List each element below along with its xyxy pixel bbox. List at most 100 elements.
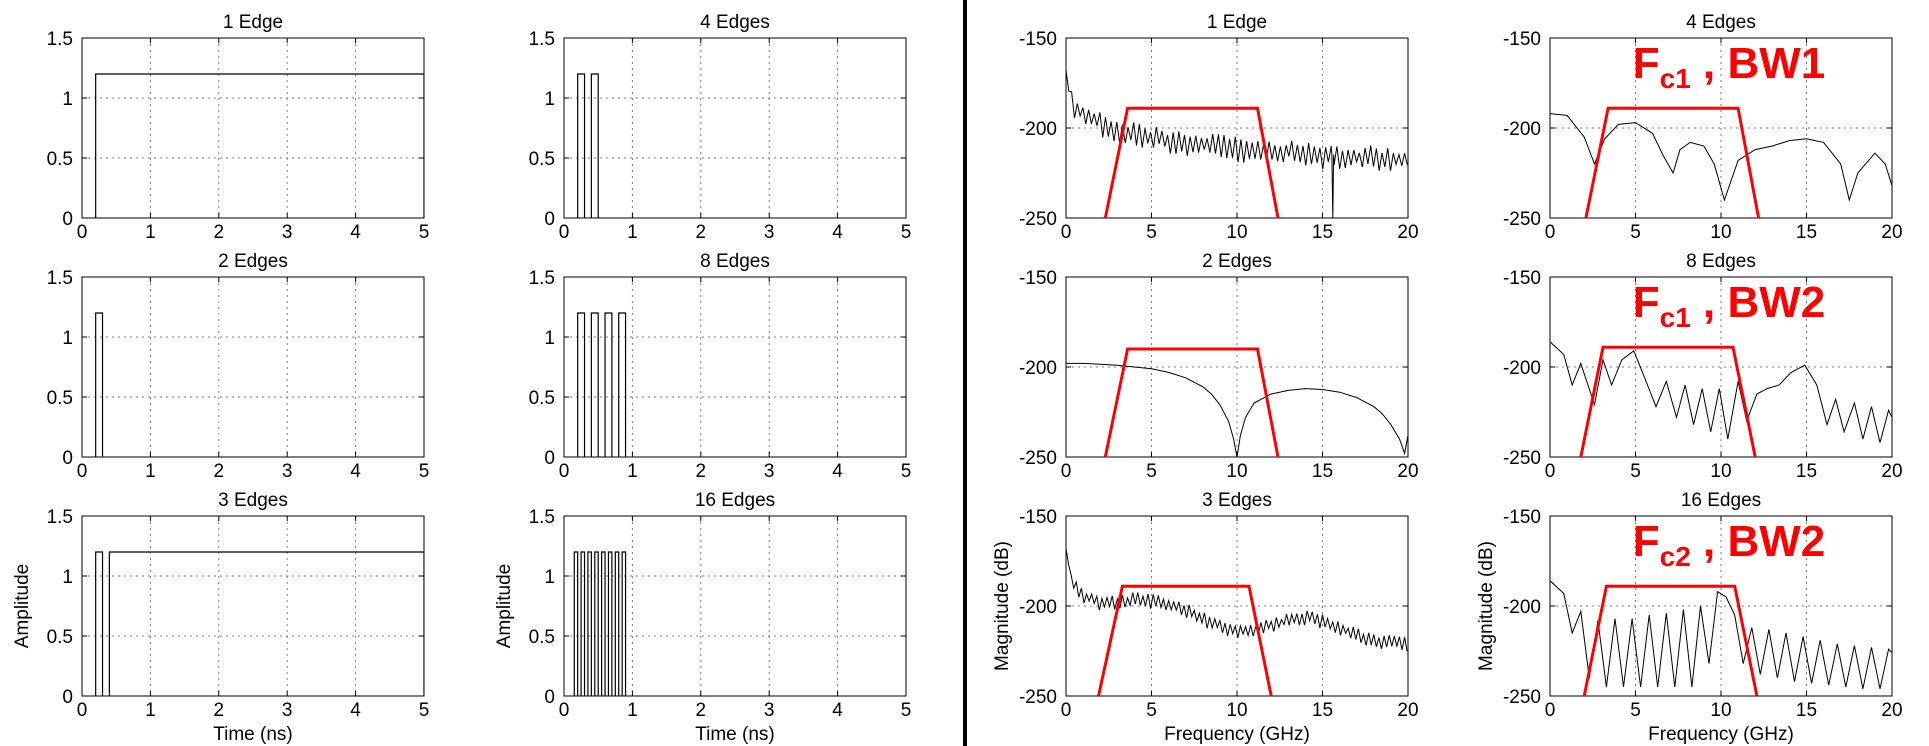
y-tick-label: -250 [1019, 209, 1057, 230]
x-tick-label: 4 [350, 222, 361, 243]
y-tick-label: -150 [1503, 29, 1541, 50]
plot-area [563, 37, 907, 219]
filter-mask [1097, 584, 1273, 697]
chart-panel-7: 0 5 10 15 20 -250 -200 -150 1 Edge [1019, 12, 1419, 243]
signal-pulse [607, 551, 613, 696]
chart-panel-8: 0 5 10 15 20 -250 -200 -150 2 Edges [1019, 251, 1419, 482]
chart-title: 16 Edges [1681, 490, 1761, 511]
x-tick-label: 4 [350, 700, 361, 721]
y-tick-label: -150 [1503, 507, 1541, 528]
signal-pulse [601, 551, 606, 696]
plot-content [1550, 113, 1892, 202]
plot-content [1066, 548, 1408, 652]
y-tick-label: 0 [62, 687, 73, 708]
x-tick-label: 0 [559, 700, 570, 721]
y-tick-label: 1 [62, 89, 73, 110]
plot-area [81, 515, 425, 697]
x-tick-label: 5 [901, 222, 912, 243]
filter-annotation: Fc2 , BW2 [1633, 517, 1826, 572]
y-tick-label: -200 [1503, 597, 1541, 618]
x-tick-label: 2 [214, 461, 225, 482]
x-tick-label: 5 [1630, 700, 1641, 721]
plot-content [577, 312, 627, 457]
plot-content [1066, 362, 1408, 457]
x-tick-label: 3 [282, 222, 293, 243]
plot-content [1550, 341, 1892, 443]
chart-title: 3 Edges [1202, 490, 1272, 511]
x-tick-label: 0 [77, 700, 88, 721]
y-tick-label: -250 [1503, 448, 1541, 469]
chart-panel-12: 0 5 10 15 20 -250 -200 -150 16 Edges Frequency (G… [1476, 490, 1903, 745]
y-tick-label: 1.5 [47, 507, 73, 528]
x-tick-label: 4 [350, 461, 361, 482]
y-axis-label: Magnitude (dB) [992, 541, 1013, 671]
x-tick-label: 1 [627, 700, 638, 721]
x-tick-label: 10 [1226, 700, 1247, 721]
y-tick-label: -200 [1503, 119, 1541, 140]
signal-pulse [590, 73, 599, 218]
spectrum-line [1550, 580, 1892, 689]
x-tick-label: 5 [1146, 222, 1157, 243]
plot-content [1066, 70, 1408, 218]
chart-panel-10: 0 5 10 15 20 -250 -200 -150 4 Edges Fc1 , BW1 [1503, 12, 1903, 243]
annotation-subscript: c1 [1660, 302, 1691, 333]
y-tick-label: -150 [1019, 29, 1057, 50]
chart-title: 1 Edge [223, 12, 283, 33]
annotation-main: F [1633, 278, 1660, 327]
signal-pulse [108, 551, 424, 696]
chart-title: 8 Edges [1686, 251, 1756, 272]
y-tick-label: -150 [1019, 507, 1057, 528]
signal-pulse [618, 312, 627, 457]
y-tick-label: 1.5 [47, 29, 73, 50]
chart-title: 8 Edges [700, 251, 770, 272]
chart-panel-1: 0 1 2 3 4 5 0 0.5 1 1.5 1 Edge [47, 12, 430, 243]
signal-pulse [95, 551, 104, 696]
x-tick-label: 0 [1545, 461, 1556, 482]
x-tick-label: 2 [696, 461, 707, 482]
signal-pulse [604, 312, 613, 457]
x-tick-label: 0 [77, 461, 88, 482]
x-axis-label: Frequency (GHz) [1164, 724, 1310, 745]
y-tick-label: -250 [1019, 448, 1057, 469]
y-tick-label: -150 [1503, 268, 1541, 289]
y-tick-label: -250 [1503, 209, 1541, 230]
chart-title: 3 Edges [218, 490, 288, 511]
x-tick-label: 1 [145, 700, 156, 721]
x-tick-label: 15 [1796, 461, 1817, 482]
y-tick-label: 0.5 [529, 149, 555, 170]
y-tick-label: -200 [1503, 358, 1541, 379]
y-tick-label: -200 [1019, 358, 1057, 379]
x-tick-label: 15 [1312, 700, 1333, 721]
signal-pulse [577, 312, 586, 457]
filter-mask [1103, 347, 1280, 458]
chart-panel-3: 0 1 2 3 4 5 0 0.5 1 1.5 3 Edges Time (ns) Amplitude [12, 490, 429, 745]
x-tick-label: 3 [764, 700, 775, 721]
plot-area [81, 276, 425, 458]
plot-content [573, 551, 627, 696]
chart-title: 2 Edges [1202, 251, 1272, 272]
y-tick-label: 0 [544, 448, 555, 469]
y-tick-label: 0 [544, 209, 555, 230]
x-tick-label: 3 [764, 222, 775, 243]
annotation-subscript: c1 [1660, 63, 1691, 94]
y-tick-label: 0 [544, 687, 555, 708]
x-tick-label: 0 [1545, 700, 1556, 721]
x-tick-label: 15 [1312, 461, 1333, 482]
plot-area [563, 515, 907, 697]
y-tick-label: 1.5 [529, 268, 555, 289]
y-tick-label: 1.5 [529, 507, 555, 528]
y-tick-label: 0 [62, 209, 73, 230]
x-tick-label: 20 [1397, 222, 1418, 243]
x-tick-label: 5 [901, 700, 912, 721]
plot-content [95, 73, 424, 218]
x-tick-label: 10 [1710, 222, 1731, 243]
x-tick-label: 20 [1397, 461, 1418, 482]
signal-pulse [573, 551, 579, 696]
chart-panel-11: 0 5 10 15 20 -250 -200 -150 8 Edges Fc1 , BW2 [1503, 251, 1903, 482]
x-tick-label: 5 [901, 461, 912, 482]
y-axis-label: Amplitude [12, 564, 33, 649]
x-axis-label: Time (ns) [213, 724, 293, 745]
x-tick-label: 5 [1630, 222, 1641, 243]
x-tick-label: 5 [419, 700, 430, 721]
